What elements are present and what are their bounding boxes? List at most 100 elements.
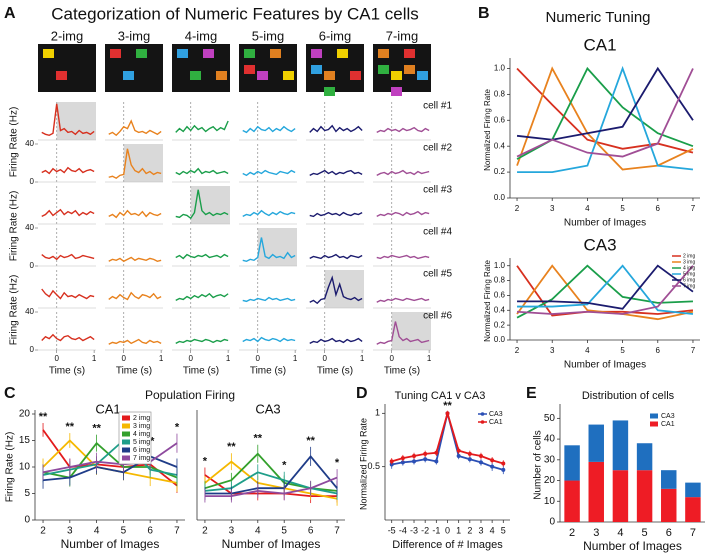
panel-title: Numeric Tuning bbox=[545, 9, 650, 26]
x-axis-label: Number of Images bbox=[61, 537, 160, 551]
x-tick-label: 7 bbox=[691, 346, 696, 355]
legend-label: 4 img bbox=[683, 265, 695, 271]
significance-marker: * bbox=[335, 457, 340, 469]
legend-label: 7 img bbox=[133, 455, 150, 462]
firing-trace bbox=[309, 169, 363, 176]
y-axis-label: Firing Rate (Hz) bbox=[9, 107, 20, 178]
x-tick-label: 5 bbox=[121, 526, 127, 537]
legend-label: CA1 bbox=[661, 421, 675, 428]
bar-segment bbox=[612, 420, 629, 471]
series-line bbox=[516, 67, 694, 154]
x-tick-label: 5 bbox=[620, 346, 625, 355]
firing-trace bbox=[175, 120, 229, 133]
x-axis-label: Time (s) bbox=[317, 366, 353, 377]
x-tick-label: 4 bbox=[617, 527, 623, 539]
y-tick-label: 0.0 bbox=[494, 193, 506, 202]
data-point bbox=[456, 454, 461, 458]
legend-label: 3 img bbox=[133, 423, 150, 430]
x-axis-label: Time (s) bbox=[183, 366, 219, 377]
panel-label: A bbox=[4, 5, 16, 22]
y-tick-label: 20 bbox=[544, 475, 556, 486]
x-tick-label: 0 bbox=[121, 354, 126, 363]
series-line bbox=[42, 439, 178, 476]
stimulus-item bbox=[391, 87, 402, 96]
y-tick-label: 0.4 bbox=[494, 141, 506, 150]
data-point bbox=[445, 411, 450, 416]
firing-trace bbox=[309, 337, 363, 344]
stimulus-item bbox=[391, 71, 402, 80]
firing-trace bbox=[175, 292, 229, 302]
x-tick-label: 6 bbox=[147, 526, 153, 537]
y-tick-label: 0.4 bbox=[494, 305, 506, 314]
stimulus-item bbox=[311, 49, 322, 58]
x-tick-label: 5 bbox=[501, 525, 506, 535]
firing-trace bbox=[108, 256, 162, 263]
column-label: 6-img bbox=[319, 28, 352, 43]
x-tick-label: 2 bbox=[515, 204, 520, 213]
legend-marker bbox=[480, 412, 485, 416]
response-window bbox=[257, 228, 297, 266]
data-point bbox=[389, 459, 394, 464]
y-tick-label: 0.5 bbox=[367, 461, 380, 471]
significance-marker: ** bbox=[92, 423, 101, 435]
legend-label: 5 img bbox=[683, 271, 695, 277]
x-tick-label: 7 bbox=[691, 204, 696, 213]
x-tick-label: 3 bbox=[550, 346, 555, 355]
bar-segment bbox=[588, 461, 604, 522]
row-label: cell #4 bbox=[423, 227, 452, 238]
stimulus-item bbox=[350, 71, 361, 80]
data-point bbox=[490, 464, 495, 469]
x-tick-label: -3 bbox=[410, 525, 418, 535]
y-tick-label: 10 bbox=[544, 496, 556, 507]
x-tick-label: 1 bbox=[456, 525, 461, 535]
x-tick-label: 1 bbox=[427, 354, 432, 363]
data-point bbox=[467, 451, 472, 456]
row-label: cell #1 bbox=[423, 101, 452, 112]
x-axis-label: Time (s) bbox=[116, 366, 152, 377]
x-tick-label: 7 bbox=[334, 526, 340, 537]
stimulus-item bbox=[378, 49, 389, 58]
x-tick-label: -4 bbox=[399, 525, 407, 535]
y-tick-label: 0.6 bbox=[494, 291, 506, 300]
firing-trace bbox=[108, 119, 162, 137]
stimulus-item bbox=[136, 49, 147, 58]
firing-trace bbox=[41, 208, 95, 218]
legend-label: 4 img bbox=[133, 431, 150, 438]
firing-trace bbox=[242, 237, 296, 262]
x-tick-label: -5 bbox=[388, 525, 396, 535]
significance-marker: * bbox=[203, 455, 208, 467]
x-axis-label: Number of Images bbox=[564, 218, 646, 229]
column-label: 4-img bbox=[185, 28, 218, 43]
significance-marker: * bbox=[175, 422, 180, 434]
x-tick-label: 1 bbox=[92, 354, 97, 363]
stimulus-item bbox=[190, 71, 201, 80]
x-tick-label: 0 bbox=[322, 354, 327, 363]
panel-label: E bbox=[526, 385, 537, 402]
row-label: cell #5 bbox=[423, 269, 452, 280]
x-tick-label: 2 bbox=[202, 526, 208, 537]
series-line bbox=[42, 442, 178, 474]
y-tick-label: 40 bbox=[544, 434, 556, 445]
data-point bbox=[412, 454, 417, 458]
significance-marker: * bbox=[282, 460, 287, 472]
data-point bbox=[434, 450, 439, 455]
data-point bbox=[501, 467, 506, 472]
bar-segment bbox=[685, 497, 701, 522]
chart-title: Tuning CA1 v CA3 bbox=[395, 390, 486, 402]
y-axis-label: Normalized Firing Rate bbox=[358, 418, 368, 510]
series-line bbox=[516, 68, 694, 158]
stimulus-item bbox=[244, 65, 255, 74]
stimulus-item bbox=[337, 49, 348, 58]
bar-segment bbox=[564, 480, 580, 522]
legend-swatch bbox=[650, 421, 658, 427]
series-line bbox=[516, 265, 694, 315]
legend-label: 2 img bbox=[133, 415, 150, 422]
firing-trace bbox=[242, 296, 296, 303]
significance-marker: ** bbox=[254, 433, 263, 445]
row-label: cell #6 bbox=[423, 311, 452, 322]
chart-title: CA1 bbox=[95, 401, 120, 416]
x-axis-label: Number of Images bbox=[583, 539, 682, 553]
x-tick-label: 0 bbox=[54, 354, 59, 363]
bar-segment bbox=[636, 443, 653, 471]
y-tick-label: 0.8 bbox=[494, 276, 506, 285]
